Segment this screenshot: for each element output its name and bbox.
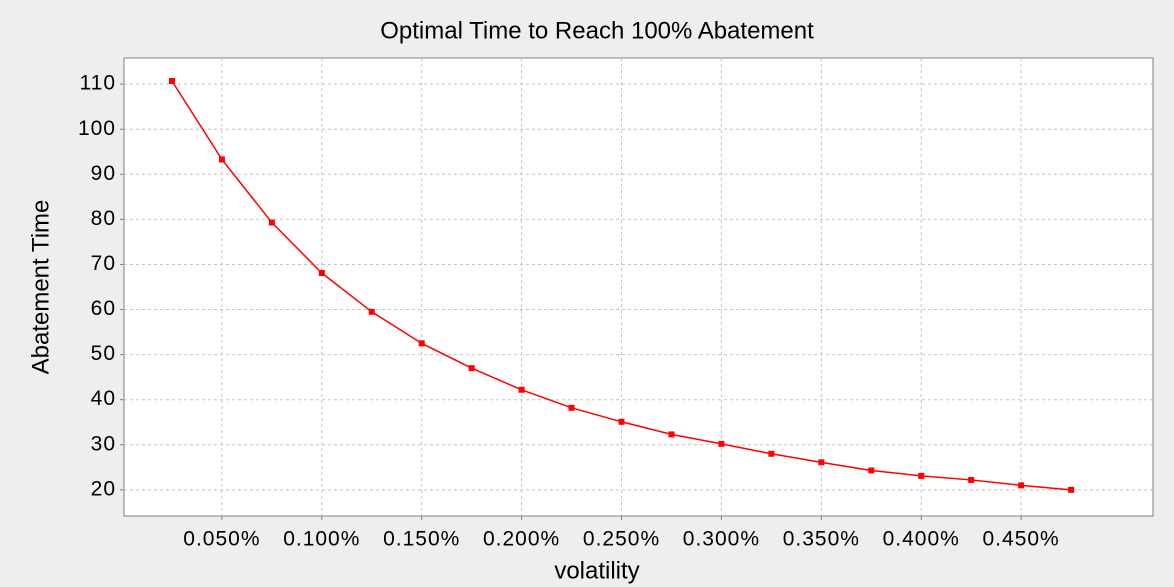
y-tick-label: 90 bbox=[91, 162, 116, 185]
point bbox=[618, 418, 625, 425]
point bbox=[518, 386, 525, 393]
x-tick-label: 0.150% bbox=[383, 528, 460, 551]
point bbox=[418, 340, 425, 347]
x-tick-label: 0.250% bbox=[583, 528, 660, 551]
point bbox=[918, 472, 925, 479]
point bbox=[318, 270, 325, 277]
x-axis-label: volatility bbox=[554, 557, 639, 584]
point bbox=[768, 450, 775, 457]
point bbox=[818, 459, 825, 466]
y-tick-label: 110 bbox=[80, 72, 116, 95]
x-tick-label: 0.350% bbox=[783, 528, 860, 551]
x-tick-label: 0.050% bbox=[183, 528, 260, 551]
point bbox=[218, 156, 225, 163]
y-tick-label: 50 bbox=[91, 342, 116, 365]
y-axis-label: Abatement Time bbox=[27, 200, 54, 375]
y-tick-label: 60 bbox=[91, 297, 116, 320]
y-tick-label: 80 bbox=[91, 207, 116, 230]
point bbox=[1018, 482, 1025, 489]
x-tick-label: 0.100% bbox=[283, 528, 360, 551]
point bbox=[718, 440, 725, 447]
x-tick-label: 0.200% bbox=[483, 528, 560, 551]
point bbox=[668, 431, 675, 438]
y-tick-label: 20 bbox=[91, 477, 116, 500]
point bbox=[468, 365, 475, 372]
point bbox=[368, 308, 375, 315]
x-tick-label: 0.450% bbox=[983, 528, 1060, 551]
point bbox=[268, 219, 275, 226]
chart-title: Optimal Time to Reach 100% Abatement bbox=[380, 17, 814, 44]
y-tick-label: 70 bbox=[91, 252, 116, 275]
plot-area bbox=[123, 57, 1154, 517]
point bbox=[568, 404, 575, 411]
point bbox=[1068, 486, 1075, 493]
y-tick-label: 100 bbox=[78, 117, 116, 140]
x-tick-label: 0.300% bbox=[683, 528, 760, 551]
point bbox=[868, 467, 875, 474]
x-tick-label: 0.400% bbox=[883, 528, 960, 551]
y-tick-label: 30 bbox=[91, 432, 116, 455]
point bbox=[168, 77, 175, 84]
y-tick-label: 40 bbox=[91, 387, 116, 410]
point bbox=[968, 476, 975, 483]
